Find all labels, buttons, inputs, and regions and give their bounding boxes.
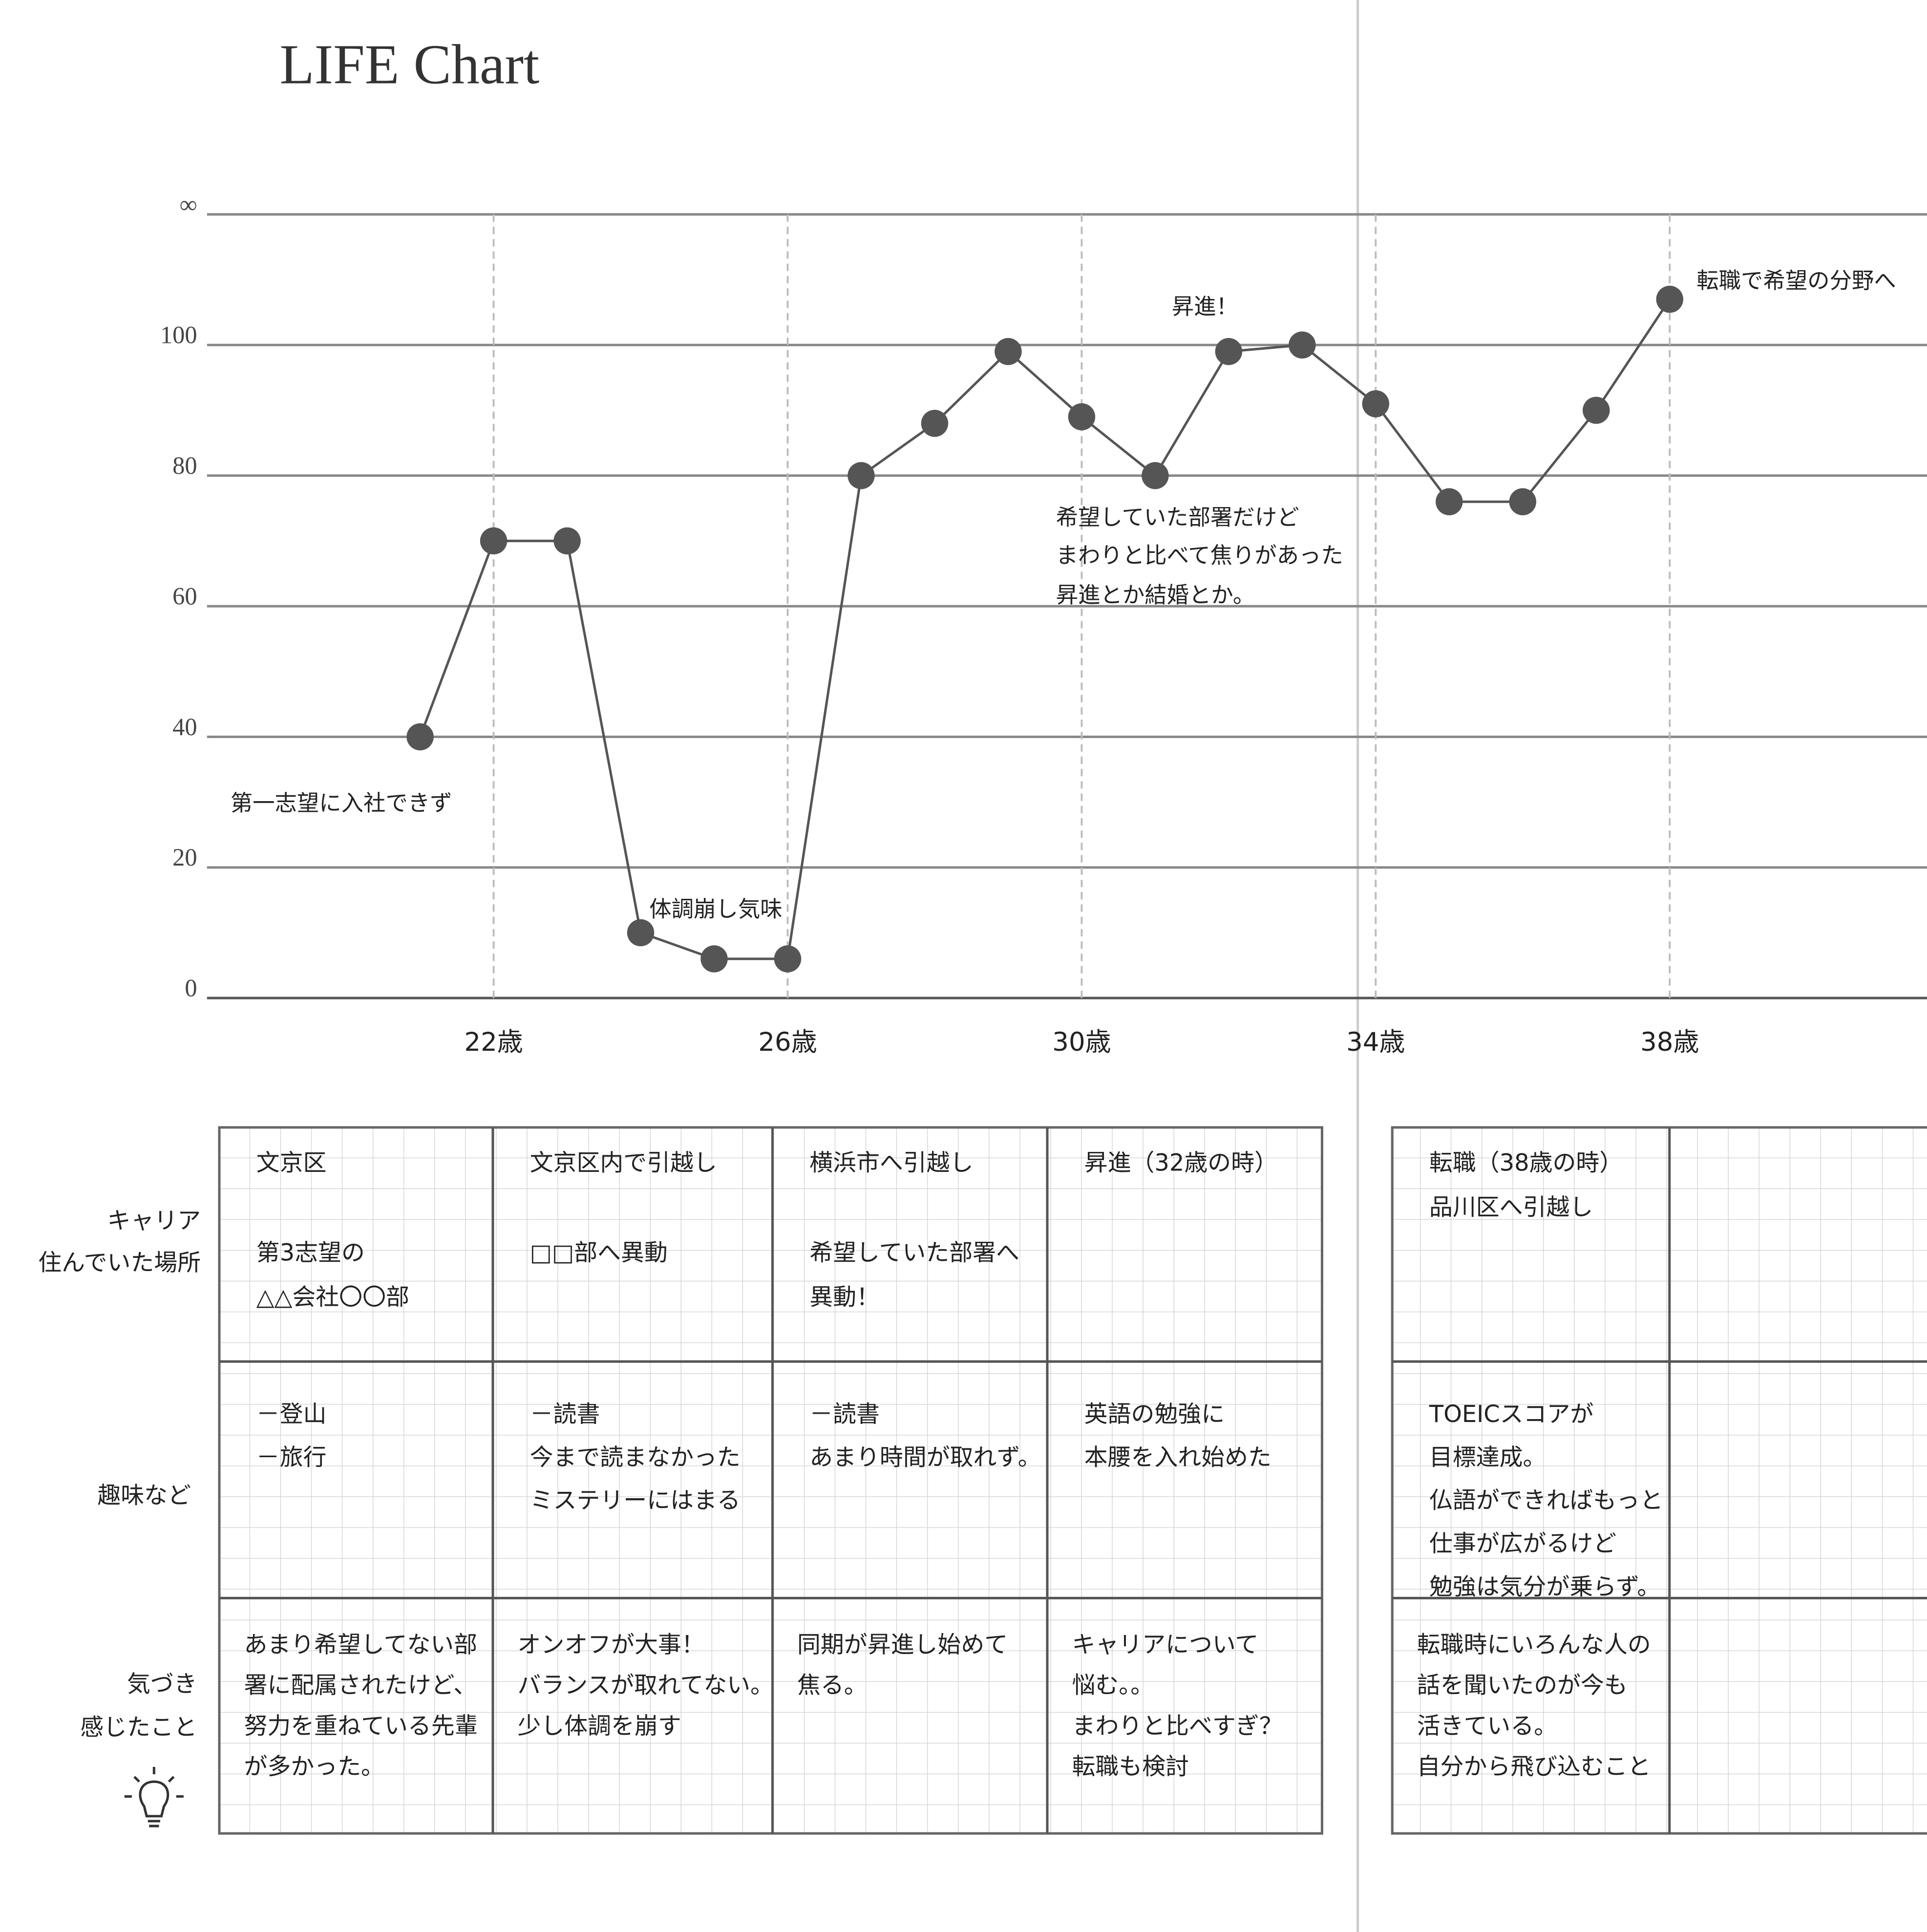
x-tick-label: 34歳 [1346, 1027, 1405, 1057]
row-label: 趣味など [97, 1483, 191, 1509]
table-cell-text: 少し体調を崩す [517, 1713, 681, 1740]
annotation: 転職で希望の分野へ [1696, 268, 1896, 294]
table-cell-text: 署に配属されたけど、 [244, 1672, 477, 1699]
x-tick-label: 30歳 [1052, 1027, 1111, 1057]
data-point [1436, 488, 1463, 515]
table-frame [1391, 1126, 1927, 1835]
table-cell-text: －読書 [809, 1401, 880, 1428]
y-tick-label: 60 [172, 582, 197, 610]
row-label: 感じたこと [80, 1714, 197, 1741]
data-point [1362, 390, 1390, 418]
annotation: まわりと比べて焦りがあった [1056, 543, 1343, 569]
table-cell-text: －旅行 [256, 1444, 327, 1471]
table-cell-text: 昇進（32歳の時） [1084, 1150, 1278, 1177]
data-point [774, 945, 802, 973]
x-tick-label: 26歳 [758, 1027, 817, 1057]
table-cell-text: 文京区内で引越し [530, 1150, 717, 1177]
row-label: キャリア [107, 1208, 201, 1234]
y-tick-label: 20 [172, 844, 197, 871]
table-cell-text: が多かった。 [244, 1754, 384, 1781]
table-cell-text: TOEICスコアが [1429, 1401, 1593, 1428]
data-point [1142, 462, 1169, 489]
data-point [1215, 338, 1243, 365]
data-point [1068, 403, 1096, 431]
lightbulb-icon [124, 1767, 184, 1827]
row-label: 気づき [127, 1671, 197, 1698]
table-cell-text: 今まで読まなかった [530, 1444, 741, 1471]
data-point [1656, 285, 1684, 313]
table-cell-text: 希望していた部署へ [809, 1240, 1019, 1267]
table-cell-text: 自分から飛び込むこと [1417, 1754, 1651, 1781]
table-cell-text: 英語の勉強に [1084, 1401, 1225, 1428]
table-cell-text: 異動！ [809, 1284, 880, 1311]
table-cell-text: 目標達成。 [1429, 1444, 1546, 1471]
table-cell-text: あまり希望してない部 [244, 1632, 477, 1658]
table-frame [218, 1126, 1324, 1835]
data-point [921, 409, 949, 437]
data-point [406, 723, 434, 751]
y-tick-label: 100 [160, 321, 197, 349]
table-cell-text: △△会社〇〇部 [256, 1284, 409, 1311]
table-cell-text: オンオフが大事！ [517, 1632, 704, 1658]
y-tick-label: 80 [172, 452, 197, 479]
table-cell-text: キャリアについて [1072, 1632, 1258, 1658]
table-cell-text: 話を聞いたのが今も [1417, 1672, 1628, 1699]
annotation: 希望していた部署だけど [1056, 504, 1299, 530]
table-cell-text: 悩む。。 [1072, 1672, 1154, 1699]
data-point [553, 527, 581, 555]
data-point [627, 919, 655, 947]
x-tick-label: 22歳 [464, 1027, 523, 1057]
table-cell-text: 本腰を入れ始めた [1084, 1444, 1271, 1471]
table-cell-text: －登山 [256, 1401, 327, 1428]
annotation: 第一志望に入社できず [231, 790, 452, 816]
table-cell-text: 活きている。 [1417, 1713, 1557, 1740]
table-cell-text: 仕事が広がるけど [1429, 1530, 1616, 1557]
table-cell-text: 転職も検討 [1072, 1754, 1189, 1781]
data-point [847, 462, 875, 489]
table-cell-text: 努力を重ねている先輩 [244, 1713, 478, 1740]
table-cell-text: 転職（38歳の時） [1429, 1150, 1623, 1177]
table-cell-text: 横浜市へ引越し [809, 1150, 973, 1177]
table-cell-text: 焦る。 [797, 1672, 868, 1699]
data-point [480, 527, 508, 555]
table-cell-text: 勉強は気分が乗らず。 [1429, 1573, 1660, 1600]
y-tick-label: ∞ [180, 191, 197, 218]
table-cell-text: 転職時にいろんな人の [1417, 1632, 1651, 1658]
table-cell-text: 品川区へ引越し [1429, 1194, 1593, 1221]
plot: 0 20 40 60 80 100 ∞ 22歳 26歳 30歳 34歳 38歳 [160, 191, 1927, 1057]
table-cell-text: 仏語ができればもっと [1429, 1487, 1663, 1514]
table-cell-text: 第3志望の [256, 1240, 365, 1267]
table-cell-text: 同期が昇進し始めて [797, 1632, 1008, 1658]
y-tick-label: 40 [172, 713, 197, 741]
data-point [700, 945, 728, 973]
annotation: 体調崩し気味 [649, 896, 782, 922]
data-point [1289, 331, 1316, 359]
table-cell-text: あまり時間が取れず。 [809, 1444, 1041, 1471]
table-cell-text: 文京区 [256, 1150, 327, 1177]
x-tick-label: 38歳 [1640, 1027, 1699, 1057]
data-point [995, 338, 1022, 365]
table-lines [219, 1127, 1927, 1834]
table-cell-text: まわりと比べすぎ？ [1072, 1713, 1282, 1740]
chart-title: LIFE Chart [280, 33, 540, 96]
annotation: 昇進！ [1172, 294, 1238, 319]
y-tick-label: 0 [185, 975, 197, 1002]
table-cell-text: バランスが取れてない。 [517, 1672, 774, 1699]
data-point [1509, 488, 1537, 515]
row-label: 住んでいた場所 [38, 1250, 201, 1276]
annotation: 昇進とか結婚とか。 [1056, 582, 1255, 608]
table-cell-text: □□部へ異動 [530, 1240, 668, 1267]
table-cell-text: ミステリーにはまる [530, 1487, 741, 1514]
data-point [1583, 397, 1610, 424]
table-cell-text: －読書 [530, 1401, 600, 1428]
